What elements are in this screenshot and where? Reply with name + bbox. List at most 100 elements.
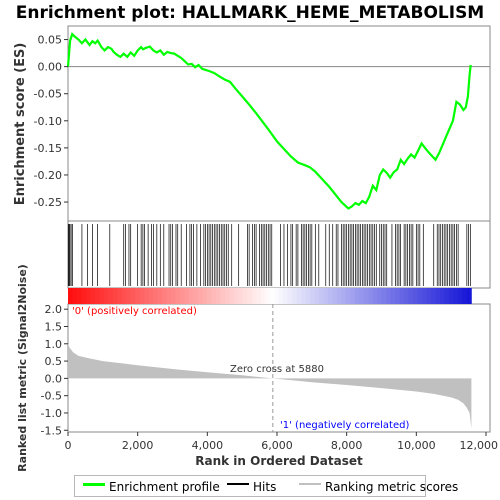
colorbar-segment	[287, 288, 293, 304]
chart-title: Enrichment plot: HALLMARK_HEME_METABOLIS…	[16, 3, 484, 23]
colorbar-segment	[417, 288, 423, 304]
metric-layer	[68, 304, 472, 432]
legend: Enrichment profile Hits Ranking metric s…	[74, 475, 458, 497]
colorbar-segment	[278, 288, 284, 304]
colorbar-segment	[68, 288, 73, 304]
legend-label-enrichment-profile: Enrichment profile	[109, 480, 220, 494]
colorbar-segment	[466, 288, 472, 304]
enrichment-layer	[66, 32, 490, 210]
colorbar-segment	[457, 288, 463, 304]
colorbar-segment	[301, 288, 306, 304]
colorbar-segment	[112, 288, 118, 304]
hits-layer	[67, 224, 471, 286]
colorbar-segment	[162, 288, 168, 304]
colorbar-segment	[94, 288, 100, 304]
colorbar-segment	[435, 288, 441, 304]
metric-y-tick-label: 2.0	[45, 303, 63, 316]
colorbar-segment	[426, 288, 432, 304]
metric-y-tick-label: 0.0	[45, 372, 63, 385]
colorbar-segment	[81, 288, 87, 304]
es-y-tick-label: -0.10	[34, 115, 62, 128]
colorbar-segment	[354, 288, 360, 304]
colorbar-segment	[211, 288, 217, 304]
x-tick-label: 4,000	[192, 439, 224, 452]
colorbar-segment	[197, 288, 203, 304]
colorbar-segment	[76, 288, 82, 304]
colorbar-segment	[117, 288, 123, 304]
x-axis-label: Rank in Ordered Dataset	[195, 454, 363, 468]
colorbar-segment	[323, 288, 329, 304]
hits-panel-frame	[67, 220, 491, 289]
x-tick-label: 8,000	[331, 439, 363, 452]
colorbar-segment	[153, 288, 159, 304]
colorbar-segment	[345, 288, 351, 304]
metric-y-tick-label: -1.0	[41, 407, 62, 420]
es-y-tick-label: -0.05	[34, 88, 62, 101]
colorbar-segment	[368, 288, 374, 304]
metric-y-tick-label: 1.0	[45, 338, 63, 351]
colorbar-segment	[148, 288, 154, 304]
colorbar-segment	[404, 288, 410, 304]
colorbar-segment	[327, 288, 333, 304]
colorbar-segment	[85, 288, 91, 304]
colorbar-segment	[90, 288, 96, 304]
colorbar-segment	[336, 288, 342, 304]
colorbar-segment	[314, 288, 320, 304]
colorbar-segment	[413, 288, 418, 304]
colorbar-segment	[292, 288, 297, 304]
colorbar-segment	[99, 288, 105, 304]
es-y-tick-label: 0.05	[38, 34, 63, 47]
colorbar-segment	[341, 288, 347, 304]
zero-cross-label: Zero cross at 5880	[230, 364, 324, 375]
colorbar-segment	[395, 288, 401, 304]
colorbar-segment	[318, 288, 324, 304]
colorbar-segment	[377, 288, 383, 304]
colorbar-segment	[166, 288, 172, 304]
rank-colorbar	[68, 288, 472, 304]
colorbar-segment	[448, 288, 454, 304]
colorbar-segment	[144, 288, 150, 304]
colorbar-segment	[310, 288, 315, 304]
colorbar-segment	[372, 288, 378, 304]
es-y-tick-label: -0.25	[34, 196, 62, 209]
colorbar-segment	[390, 288, 396, 304]
colorbar-segment	[359, 288, 365, 304]
colorbar-segment	[184, 288, 190, 304]
es-y-tick-label: 0.00	[38, 61, 63, 74]
colorbar-segment	[274, 288, 280, 304]
colorbar-segment	[305, 288, 311, 304]
colorbar-segment	[108, 288, 114, 304]
colorbar-segment	[126, 288, 132, 304]
metric-y-tick-label: 1.5	[45, 320, 63, 333]
enrichment-panel-frame	[67, 25, 491, 222]
colorbar-segment	[422, 288, 427, 304]
negative-correlation-label: '1' (negatively correlated)	[280, 420, 409, 431]
legend-swatch-hits	[227, 483, 249, 485]
legend-label-hits: Hits	[253, 480, 277, 494]
x-tick-label: 0	[65, 439, 72, 452]
colorbar-segment	[431, 288, 436, 304]
colorbar-segment	[175, 288, 181, 304]
colorbar-segment	[180, 288, 185, 304]
es-y-tick-label: -0.15	[34, 142, 62, 155]
colorbar-segment	[171, 288, 176, 304]
colorbar-segment	[296, 288, 302, 304]
x-tick-label: 10,000	[397, 439, 436, 452]
colorbar-segment	[157, 288, 163, 304]
colorbar-segment	[242, 288, 248, 304]
colorbar-segment	[453, 288, 459, 304]
colorbar-segment	[206, 288, 212, 304]
colorbar-segment	[202, 288, 208, 304]
metric-y-tick-label: -0.5	[41, 390, 62, 403]
colorbar-segment	[193, 288, 199, 304]
colorbar-segment	[399, 288, 405, 304]
colorbar-segment	[121, 288, 127, 304]
legend-label-ranking-metric: Ranking metric scores	[325, 480, 459, 494]
colorbar-segment	[238, 288, 244, 304]
colorbar-segment	[408, 288, 414, 304]
colorbar-segment	[220, 288, 226, 304]
positive-correlation-label: '0' (positively correlated)	[72, 306, 197, 317]
colorbar-segment	[130, 288, 136, 304]
colorbar-segment	[256, 288, 262, 304]
